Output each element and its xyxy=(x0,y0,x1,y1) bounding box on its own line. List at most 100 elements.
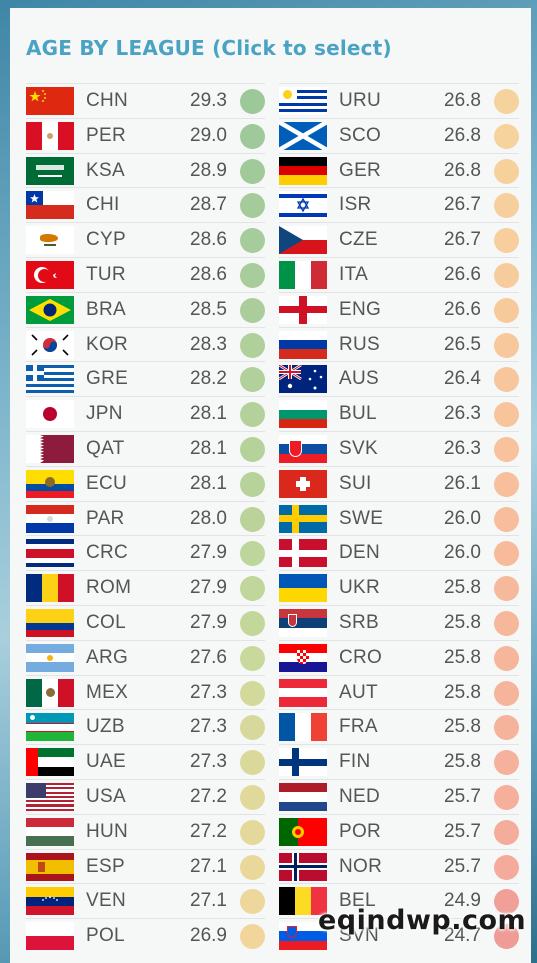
league-row-hun[interactable]: HUN 27.2 xyxy=(26,813,265,849)
league-code: ECU xyxy=(86,472,128,494)
league-row-mex[interactable]: MEX 27.3 xyxy=(26,674,265,710)
league-row-rom[interactable]: ROM 27.9 xyxy=(26,570,265,605)
league-row-ger[interactable]: GER 26.8 xyxy=(279,152,519,188)
svk-flag-icon xyxy=(279,434,327,463)
league-row-ukr[interactable]: UKR 25.8 xyxy=(279,570,519,605)
ned-flag-icon xyxy=(279,782,327,811)
league-row-cze[interactable]: CZE 26.7 xyxy=(279,222,519,257)
league-row-bra[interactable]: BRA 28.5 xyxy=(26,291,265,327)
league-row-srb[interactable]: SRB 25.8 xyxy=(279,604,519,640)
league-row-eng[interactable]: ENG 26.6 xyxy=(279,291,519,327)
league-row-gre[interactable]: GRE 28.2 xyxy=(26,361,265,396)
age-color-dot xyxy=(240,262,265,288)
average-age-value: 26.5 xyxy=(444,333,481,355)
league-row-swe[interactable]: SWE 26.0 xyxy=(279,500,519,536)
age-color-dot xyxy=(494,715,519,741)
average-age-value: 27.3 xyxy=(190,716,227,738)
age-color-dot xyxy=(240,436,265,462)
league-row-fra[interactable]: FRA 25.8 xyxy=(279,709,519,744)
age-color-dot xyxy=(494,332,519,358)
average-age-value: 26.6 xyxy=(444,263,481,285)
age-color-dot xyxy=(240,924,265,950)
league-row-chi[interactable]: CHI 28.7 xyxy=(26,187,265,222)
aut-flag-icon xyxy=(279,678,327,707)
league-row-ned[interactable]: NED 25.7 xyxy=(279,778,519,814)
average-age-value: 25.7 xyxy=(444,855,481,877)
league-row-cyp[interactable]: CYP 28.6 xyxy=(26,222,265,257)
average-age-value: 25.8 xyxy=(444,716,481,738)
age-color-dot xyxy=(240,541,265,567)
league-row-rus[interactable]: RUS 26.5 xyxy=(279,326,519,362)
usa-flag-icon xyxy=(26,782,74,811)
league-code: PAR xyxy=(86,507,125,529)
league-row-den[interactable]: DEN 26.0 xyxy=(279,535,519,570)
league-row-svn[interactable]: SVN 24.7 xyxy=(279,918,519,953)
ksa-flag-icon xyxy=(26,156,74,185)
league-row-usa[interactable]: USA 27.2 xyxy=(26,778,265,814)
league-row-pol[interactable]: POL 26.9 xyxy=(26,918,265,953)
average-age-value: 26.9 xyxy=(190,925,227,947)
league-row-col[interactable]: COL 27.9 xyxy=(26,604,265,640)
league-row-qat[interactable]: QAT 28.1 xyxy=(26,430,265,466)
league-code: PER xyxy=(86,124,126,146)
age-color-dot xyxy=(494,89,519,114)
league-row-isr[interactable]: ISR 26.7 xyxy=(279,187,519,222)
league-code: CZE xyxy=(339,229,378,251)
league-row-uru[interactable]: URU 26.8 xyxy=(279,83,519,118)
league-row-por[interactable]: POR 25.7 xyxy=(279,813,519,849)
league-row-fin[interactable]: FIN 25.8 xyxy=(279,744,519,779)
league-row-tur[interactable]: TUR 28.6 xyxy=(26,256,265,292)
league-row-ksa[interactable]: KSA 28.9 xyxy=(26,152,265,188)
league-row-kor[interactable]: KOR 28.3 xyxy=(26,326,265,362)
league-row-esp[interactable]: ESP 27.1 xyxy=(26,848,265,884)
qat-flag-icon xyxy=(26,434,74,463)
league-row-uae[interactable]: UAE 27.3 xyxy=(26,744,265,779)
league-row-sui[interactable]: SUI 26.1 xyxy=(279,465,519,501)
league-row-per[interactable]: PER 29.0 xyxy=(26,117,265,153)
age-color-dot xyxy=(240,750,265,776)
league-row-ita[interactable]: ITA 26.6 xyxy=(279,256,519,292)
average-age-value: 24.9 xyxy=(444,890,481,912)
mex-flag-icon xyxy=(26,678,74,707)
age-color-dot xyxy=(494,367,519,393)
league-row-aut[interactable]: AUT 25.8 xyxy=(279,674,519,710)
league-code: ISR xyxy=(339,194,372,216)
jpn-flag-icon xyxy=(26,400,74,429)
watermark: eqindwp.com xyxy=(318,905,527,936)
league-row-chn[interactable]: CHN 29.3 xyxy=(26,83,265,118)
league-row-cro[interactable]: CRO 25.8 xyxy=(279,639,519,675)
cyp-flag-icon xyxy=(26,226,74,255)
age-color-dot xyxy=(494,262,519,288)
sui-flag-icon xyxy=(279,469,327,498)
league-code: BEL xyxy=(339,890,376,912)
league-row-uzb[interactable]: UZB 27.3 xyxy=(26,709,265,744)
league-code: ARG xyxy=(86,646,129,668)
age-color-dot xyxy=(494,402,519,428)
average-age-value: 27.2 xyxy=(190,820,227,842)
age-color-dot xyxy=(494,784,519,810)
league-row-par[interactable]: PAR 28.0 xyxy=(26,500,265,536)
bel-flag-icon xyxy=(279,887,327,916)
league-code: QAT xyxy=(86,437,125,459)
league-row-aus[interactable]: AUS 26.4 xyxy=(279,361,519,396)
league-code: AUS xyxy=(339,368,379,390)
average-age-value: 28.2 xyxy=(190,368,227,390)
league-row-jpn[interactable]: JPN 28.1 xyxy=(26,396,265,431)
average-age-value: 28.1 xyxy=(190,437,227,459)
league-row-ven[interactable]: VEN 27.1 xyxy=(26,883,265,918)
cro-flag-icon xyxy=(279,643,327,672)
average-age-value: 28.9 xyxy=(190,159,227,181)
league-row-sco[interactable]: SCO 26.8 xyxy=(279,117,519,153)
league-code: KSA xyxy=(86,159,125,181)
league-row-crc[interactable]: CRC 27.9 xyxy=(26,535,265,570)
league-row-svk[interactable]: SVK 26.3 xyxy=(279,430,519,466)
average-age-value: 27.1 xyxy=(190,855,227,877)
uae-flag-icon xyxy=(26,748,74,777)
league-row-arg[interactable]: ARG 27.6 xyxy=(26,639,265,675)
league-row-bel[interactable]: BEL 24.9 xyxy=(279,883,519,918)
per-flag-icon xyxy=(26,121,74,150)
league-row-nor[interactable]: NOR 25.7 xyxy=(279,848,519,884)
league-row-ecu[interactable]: ECU 28.1 xyxy=(26,465,265,501)
average-age-value: 26.1 xyxy=(444,472,481,494)
league-row-bul[interactable]: BUL 26.3 xyxy=(279,396,519,431)
